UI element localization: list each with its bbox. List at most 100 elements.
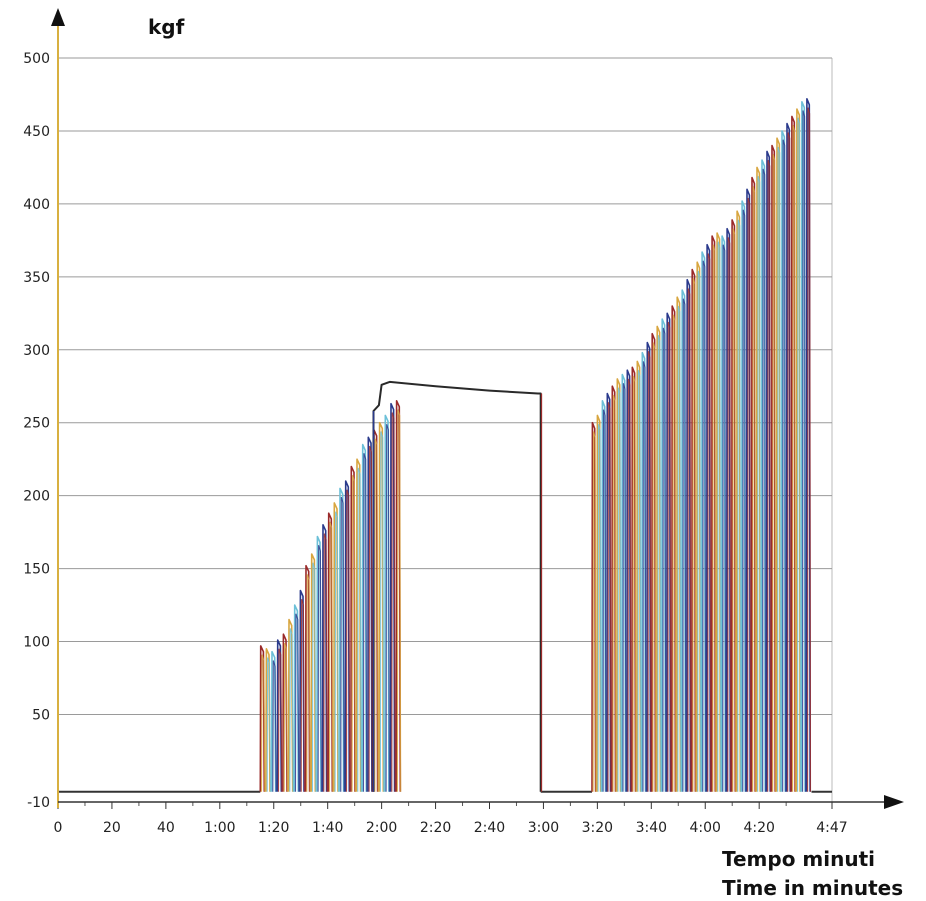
phase3-peak-shadow-36 [772, 154, 777, 792]
x-tick-label-7: 2:20 [420, 820, 451, 836]
x-axis-arrow [884, 795, 904, 809]
phase3-peak-shadow-43 [807, 107, 812, 792]
phase1-peak-shadow-11 [323, 533, 328, 792]
phase3-peak-shadow-0 [592, 431, 597, 792]
phase3-peak-shadow-22 [702, 260, 707, 792]
phase3-peak-shadow-2 [602, 409, 607, 792]
x-tick-label-11: 3:40 [636, 820, 667, 836]
phase3-peak-shadow-1 [597, 424, 602, 792]
x-tick-label-5: 1:40 [312, 820, 343, 836]
phase3-peak-shadow-34 [762, 168, 767, 792]
phase1-peak-shadow-21 [379, 431, 385, 792]
y-tick-label-450: 450 [23, 124, 50, 140]
y-tick-label-500: 500 [23, 51, 50, 67]
y-tick-label-100: 100 [23, 635, 50, 651]
phase3-peak-shadow-41 [797, 117, 802, 792]
phase3-peak-shadow-5 [617, 387, 622, 792]
x-tick-label-9: 3:00 [528, 820, 559, 836]
phase3-peak-shadow-40 [792, 124, 797, 792]
phase3-peak-shadow-28 [732, 228, 737, 792]
phase1-peak-shadow-23 [391, 412, 396, 792]
y-tick-label--10: -10 [27, 795, 50, 811]
phase1-peak-shadow-24 [396, 409, 402, 792]
phase3-peak-shadow-18 [682, 298, 687, 792]
x-tick-label-2: 40 [157, 820, 175, 836]
phase3-peak-shadow-3 [607, 402, 612, 792]
phase3-peak-shadow-29 [737, 219, 742, 792]
phase1-peak-shadow-16 [351, 475, 356, 792]
phase3-peak-shadow-30 [742, 209, 747, 792]
axes [51, 8, 904, 809]
phase1-peak-shadow-0 [260, 654, 266, 792]
phase3-peak-shadow-6 [622, 383, 627, 792]
phase1-peak-shadow-8 [306, 574, 311, 792]
phase3-peak-shadow-42 [802, 110, 807, 792]
phase3-peak-shadow-26 [722, 244, 727, 792]
phase1-peak-shadow-14 [340, 496, 345, 792]
y-tick-label-250: 250 [23, 416, 50, 432]
x-tick-label-1: 20 [103, 820, 121, 836]
phase1-peak-shadow-18 [362, 453, 368, 792]
phase3-peak-shadow-15 [667, 321, 672, 792]
y-axis-arrow [51, 8, 65, 26]
phase3-peak-shadow-35 [767, 159, 772, 792]
x-tick-label-3: 1:00 [204, 820, 235, 836]
x-tick-label-8: 2:40 [474, 820, 505, 836]
x-tick-labels: 0 20 40 1:00 1:20 1:40 2:00 2:20 2:40 3:00 3:20 3:4… [54, 820, 848, 836]
phase3-peak-shadow-27 [727, 237, 732, 792]
phase3-peak-shadow-20 [692, 278, 697, 792]
phase3-peak-shadow-39 [787, 132, 792, 792]
phase1-peak-shadow-6 [294, 613, 300, 792]
x-axis-title-en: Time in minutes [722, 876, 903, 900]
phase3-peak-shadow-31 [747, 197, 752, 792]
x-tick-label-13: 4:20 [743, 820, 774, 836]
phase3-peak-shadow-23 [707, 253, 712, 792]
y-tick-label-50: 50 [32, 707, 50, 723]
force-series [58, 98, 832, 793]
phase3-peak-shadow-10 [642, 361, 647, 792]
phase1-peak-shadow-12 [328, 521, 334, 792]
phase1-peak-shadow-5 [289, 628, 294, 792]
phase1-peak-shadow-1 [266, 657, 272, 792]
phase3-peak-shadow-24 [712, 244, 717, 792]
phase3-peak-shadow-4 [612, 394, 617, 792]
x-tick-label-0: 0 [54, 820, 63, 836]
y-tick-label-400: 400 [23, 197, 50, 213]
y-tick-labels: -10 50 100 150 200 250 300 350 400 450 500 [23, 51, 50, 811]
y-tick-label-350: 350 [23, 270, 50, 286]
phase3-peak-shadow-33 [757, 176, 762, 792]
phase1-peak-shadow-2 [272, 660, 277, 792]
y-tick-label-300: 300 [23, 343, 50, 359]
phase3-peak-shadow-8 [632, 375, 637, 792]
phase1-peak-shadow-10 [317, 545, 322, 792]
phase3-peak-shadow-37 [777, 146, 782, 792]
sustained-hold-line [372, 380, 542, 792]
x-tick-label-14: 4:47 [816, 820, 847, 836]
phase3-peak-shadow-16 [672, 314, 677, 792]
y-axis-unit-label: kgf [148, 15, 185, 39]
x-tick-label-4: 1:20 [258, 820, 289, 836]
x-tick-label-10: 3:20 [582, 820, 613, 836]
y-tick-label-200: 200 [23, 489, 50, 505]
x-tick-label-6: 2:00 [366, 820, 397, 836]
phase3-peak-shadow-32 [752, 186, 757, 792]
phase3-peak-shadow-12 [652, 342, 657, 792]
phase1-peak-shadow-15 [345, 489, 351, 792]
phase1-peak-shadow-3 [277, 648, 283, 792]
phase1-peak-shadow-9 [311, 562, 317, 792]
phase3-peak-shadow-13 [657, 335, 662, 792]
phase3-peak-shadow-25 [717, 241, 722, 792]
phase3-peak-shadow-14 [662, 327, 667, 792]
phase1-peak-shadow-17 [357, 467, 362, 792]
phase3-peak-shadow-38 [782, 139, 787, 792]
phase1-peak-shadow-13 [334, 511, 339, 792]
phase1-peak-shadow-4 [283, 642, 288, 792]
phase3-peak-shadow-11 [647, 351, 652, 792]
x-axis-title-it: Tempo minuti [722, 847, 875, 871]
phase3-peak-shadow-17 [677, 305, 682, 792]
y-tick-label-150: 150 [23, 562, 50, 578]
phase3-peak-shadow-19 [687, 288, 692, 792]
phase1-peak-shadow-19 [368, 445, 373, 792]
phase3-peak-shadow-7 [627, 378, 632, 792]
